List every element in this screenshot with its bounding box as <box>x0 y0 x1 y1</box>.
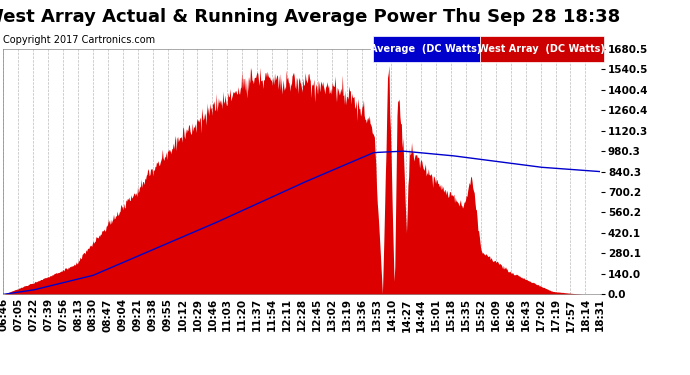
Text: 08:47: 08:47 <box>103 298 113 332</box>
Text: 09:04: 09:04 <box>118 298 128 331</box>
Text: 15:18: 15:18 <box>446 298 456 331</box>
Text: West Array  (DC Watts): West Array (DC Watts) <box>478 44 605 54</box>
Text: 07:05: 07:05 <box>13 298 23 332</box>
Text: 14:27: 14:27 <box>402 298 411 332</box>
Text: 12:45: 12:45 <box>312 298 322 332</box>
Text: 18:31: 18:31 <box>595 298 605 331</box>
Text: 10:46: 10:46 <box>208 298 217 332</box>
Text: 17:57: 17:57 <box>566 298 575 332</box>
Text: 16:09: 16:09 <box>491 298 501 331</box>
Text: 11:03: 11:03 <box>222 298 233 331</box>
Text: Average  (DC Watts): Average (DC Watts) <box>371 44 482 54</box>
Text: 11:20: 11:20 <box>237 298 247 331</box>
Text: 09:55: 09:55 <box>163 298 172 331</box>
Text: West Array Actual & Running Average Power Thu Sep 28 18:38: West Array Actual & Running Average Powe… <box>0 8 620 26</box>
Text: 18:14: 18:14 <box>580 298 591 332</box>
Text: 12:28: 12:28 <box>297 298 307 331</box>
Text: 15:35: 15:35 <box>461 298 471 331</box>
Text: 17:02: 17:02 <box>535 298 546 332</box>
Text: 15:52: 15:52 <box>476 298 486 331</box>
Text: Copyright 2017 Cartronics.com: Copyright 2017 Cartronics.com <box>3 35 155 45</box>
Text: 13:53: 13:53 <box>371 298 382 331</box>
Text: 14:10: 14:10 <box>386 298 396 332</box>
Text: 10:29: 10:29 <box>193 298 202 331</box>
Text: 08:13: 08:13 <box>73 298 83 331</box>
Text: 13:19: 13:19 <box>342 298 352 331</box>
Text: 07:56: 07:56 <box>58 298 68 332</box>
Text: 15:01: 15:01 <box>431 298 441 331</box>
Text: 12:11: 12:11 <box>282 298 292 331</box>
Text: 16:43: 16:43 <box>521 298 531 332</box>
Text: 07:22: 07:22 <box>28 298 38 332</box>
Text: 09:38: 09:38 <box>148 298 157 331</box>
Text: 10:12: 10:12 <box>177 298 188 331</box>
Text: 11:37: 11:37 <box>252 298 262 332</box>
Text: 08:30: 08:30 <box>88 298 98 331</box>
Text: 09:21: 09:21 <box>132 298 143 331</box>
Text: 16:26: 16:26 <box>506 298 515 331</box>
Text: 13:36: 13:36 <box>357 298 366 331</box>
Text: 06:46: 06:46 <box>0 298 8 332</box>
Text: 11:54: 11:54 <box>267 298 277 332</box>
Text: 14:44: 14:44 <box>416 298 426 332</box>
Text: 13:02: 13:02 <box>327 298 337 331</box>
Text: 17:19: 17:19 <box>551 298 560 331</box>
Text: 07:39: 07:39 <box>43 298 53 331</box>
